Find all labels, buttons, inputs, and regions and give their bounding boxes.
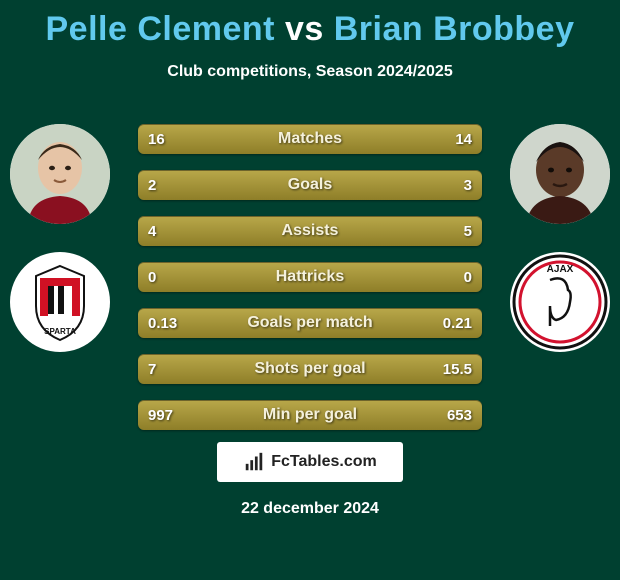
stat-right-value: 0.21 <box>424 315 482 332</box>
stat-label: Goals per match <box>196 314 424 332</box>
player2-avatar <box>510 124 610 224</box>
source-site: FcTables.com <box>271 453 377 471</box>
player2-avatar-svg <box>510 124 610 224</box>
ajax-badge-svg: AJAX <box>510 252 610 352</box>
stat-row-hattricks: 0 Hattricks 0 <box>138 262 482 292</box>
stat-right-value: 0 <box>424 269 482 286</box>
sparta-badge-svg: SPARTA <box>10 252 110 352</box>
stat-label: Min per goal <box>196 406 424 424</box>
svg-text:AJAX: AJAX <box>547 264 574 275</box>
vs-text: vs <box>285 10 324 48</box>
player2-club-badge: AJAX <box>510 252 610 352</box>
stat-row-matches: 16 Matches 14 <box>138 124 482 154</box>
stat-left-value: 16 <box>138 131 196 148</box>
stat-label: Goals <box>196 176 424 194</box>
stat-label: Shots per goal <box>196 360 424 378</box>
player1-name: Pelle Clement <box>46 10 275 48</box>
source-badge: FcTables.com <box>217 442 403 482</box>
stat-right-value: 5 <box>424 223 482 240</box>
stat-right-value: 15.5 <box>424 361 482 378</box>
chart-icon <box>243 451 265 473</box>
player1-avatar <box>10 124 110 224</box>
stat-left-value: 997 <box>138 407 196 424</box>
stat-right-value: 3 <box>424 177 482 194</box>
stat-row-goals: 2 Goals 3 <box>138 170 482 200</box>
stat-left-value: 2 <box>138 177 196 194</box>
svg-text:SPARTA: SPARTA <box>44 327 76 336</box>
stats-table: 16 Matches 14 2 Goals 3 4 Assists 5 0 Ha… <box>138 124 482 430</box>
stat-right-value: 653 <box>424 407 482 424</box>
player1-club-badge: SPARTA <box>10 252 110 352</box>
stat-row-goals-per-match: 0.13 Goals per match 0.21 <box>138 308 482 338</box>
left-column: SPARTA <box>8 124 112 352</box>
stat-right-value: 14 <box>424 131 482 148</box>
stat-left-value: 0.13 <box>138 315 196 332</box>
player1-avatar-svg <box>10 124 110 224</box>
date: 22 december 2024 <box>0 500 620 518</box>
right-column: AJAX <box>508 124 612 352</box>
comparison-title: Pelle Clement vs Brian Brobbey <box>0 0 620 49</box>
stat-left-value: 7 <box>138 361 196 378</box>
stat-row-assists: 4 Assists 5 <box>138 216 482 246</box>
stat-row-min-per-goal: 997 Min per goal 653 <box>138 400 482 430</box>
stat-left-value: 4 <box>138 223 196 240</box>
stat-label: Matches <box>196 130 424 148</box>
subtitle: Club competitions, Season 2024/2025 <box>0 63 620 81</box>
stat-row-shots-per-goal: 7 Shots per goal 15.5 <box>138 354 482 384</box>
stat-label: Hattricks <box>196 268 424 286</box>
stat-left-value: 0 <box>138 269 196 286</box>
player2-name: Brian Brobbey <box>334 10 575 48</box>
stat-label: Assists <box>196 222 424 240</box>
